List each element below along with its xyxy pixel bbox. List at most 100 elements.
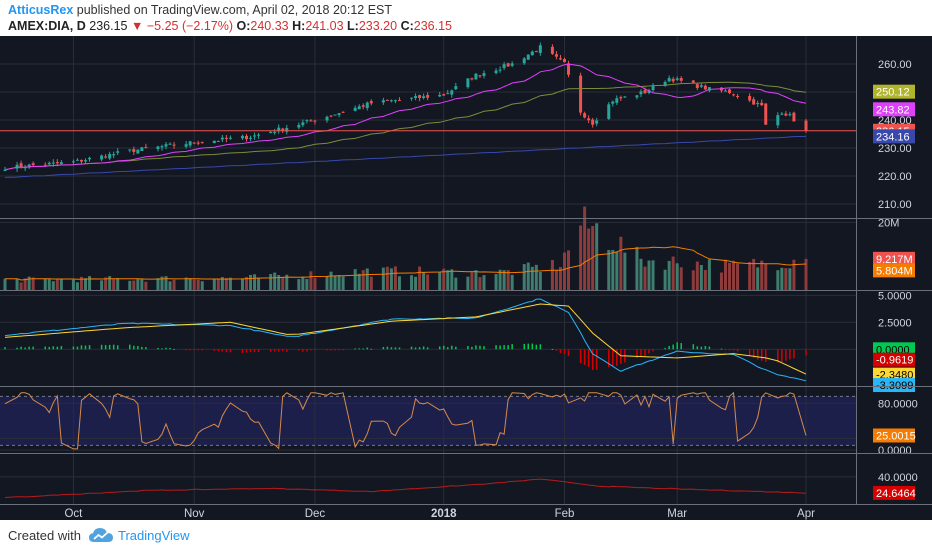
- macd-histogram-bar: [213, 349, 216, 351]
- candle-down: [764, 103, 768, 125]
- symbol-label: AMEX:DIA, D: [8, 19, 86, 33]
- candle-down: [200, 141, 204, 143]
- candle-down: [558, 58, 562, 60]
- volume-bar: [277, 275, 281, 290]
- macd-histogram-bar: [748, 349, 751, 356]
- candle-up: [780, 113, 784, 115]
- candle-down: [172, 144, 176, 146]
- macd-histogram-bar: [358, 348, 360, 350]
- macd-histogram-bar: [306, 349, 308, 352]
- macd-histogram-bar: [197, 349, 199, 351]
- chart-canvas[interactable]: 210.00220.00230.00240.00250.00260.00250.…: [0, 36, 932, 520]
- macd-histogram-bar: [455, 346, 457, 350]
- macd-histogram-bar: [72, 346, 75, 350]
- candle-up: [75, 159, 79, 161]
- macd-tick-label: 2.5000: [878, 317, 912, 329]
- candle-down: [728, 89, 732, 94]
- close-value: 236.15: [413, 19, 452, 33]
- macd-histogram-bar: [777, 349, 779, 363]
- macd-histogram-bar: [100, 344, 103, 350]
- volume-value-label: 9.217M: [876, 254, 913, 266]
- macd-histogram-bar: [503, 345, 505, 350]
- candle-up: [526, 54, 530, 60]
- volume-bar: [309, 271, 313, 290]
- volume-bar: [313, 277, 317, 290]
- volume-bar: [393, 266, 397, 290]
- candle-down: [591, 119, 595, 125]
- volume-bar: [273, 272, 277, 290]
- volume-bar: [325, 276, 329, 290]
- candle-down: [329, 115, 333, 117]
- volume-bar: [494, 274, 498, 290]
- volume-bar: [27, 276, 31, 290]
- candle-up: [277, 127, 281, 132]
- volume-bar: [707, 259, 711, 290]
- candle-up: [116, 151, 120, 153]
- candle-down: [426, 94, 430, 98]
- indicator-value-badge: [873, 485, 915, 500]
- volume-bar: [365, 268, 369, 290]
- volume-bar: [329, 271, 333, 290]
- candle-down: [341, 111, 345, 113]
- tradingview-brand[interactable]: TradingView: [118, 528, 190, 543]
- candle-up: [699, 85, 703, 87]
- macd-histogram-bar: [539, 344, 542, 350]
- candle-down: [562, 58, 566, 63]
- candle-up: [595, 120, 599, 124]
- author-link[interactable]: AtticusRex: [8, 3, 74, 17]
- candle-down: [554, 54, 558, 57]
- volume-bar: [212, 279, 216, 290]
- macd-histogram-bar: [326, 349, 328, 351]
- macd-histogram-bar: [281, 349, 284, 352]
- macd-histogram-bar: [24, 347, 26, 350]
- volume-bar: [502, 270, 506, 290]
- time-axis-label-mar: Mar: [667, 508, 687, 520]
- volume-bar: [418, 266, 422, 290]
- chart-footer: Created with TradingView: [0, 520, 932, 550]
- macd-histogram-bar: [60, 346, 63, 350]
- volume-bar: [112, 278, 116, 290]
- volume-bar: [200, 281, 204, 290]
- volume-bar: [47, 279, 51, 290]
- macd-histogram-bar: [302, 349, 304, 352]
- macd-histogram-bar: [523, 343, 525, 350]
- volume-bar: [337, 275, 341, 290]
- volume-bar: [478, 277, 482, 290]
- macd-histogram-bar: [366, 347, 369, 350]
- volume-bar: [446, 270, 450, 290]
- volume-bar: [224, 277, 228, 290]
- candle-up: [51, 162, 55, 164]
- macd-histogram-bar: [253, 349, 256, 353]
- candle-up: [168, 143, 172, 145]
- candle-up: [530, 51, 534, 56]
- volume-bar: [498, 269, 502, 290]
- volume-bar: [438, 271, 442, 290]
- macd-histogram-bar: [193, 349, 195, 351]
- candle-up: [27, 164, 31, 168]
- macd-histogram-bar: [555, 349, 558, 351]
- volume-bar: [663, 269, 667, 290]
- candle-up: [422, 96, 426, 99]
- price-tick-label: 230.00: [878, 143, 912, 155]
- candle-up: [3, 169, 7, 171]
- price-tick-label: 210.00: [878, 199, 912, 211]
- macd-histogram-bar: [112, 344, 115, 350]
- macd-histogram-bar: [668, 345, 670, 350]
- sma-20-value-badge: [873, 102, 915, 117]
- stochastic-value-label: 25.0015: [876, 430, 916, 442]
- macd-histogram-bar: [129, 344, 131, 350]
- macd-histogram-bar: [286, 349, 288, 352]
- candle-up: [228, 137, 232, 139]
- candle-down: [748, 95, 752, 101]
- macd-histogram-bar: [467, 345, 469, 350]
- volume-bar: [752, 258, 756, 290]
- volume-bar: [410, 275, 414, 290]
- macd-line: [4, 298, 807, 382]
- signal-line: [4, 303, 807, 375]
- candle-up: [466, 78, 470, 88]
- volume-bar: [216, 278, 220, 290]
- volume-bar: [667, 260, 671, 290]
- volume-bar: [184, 277, 188, 290]
- macd-histogram-bar: [442, 345, 445, 350]
- volume-bar: [736, 263, 740, 290]
